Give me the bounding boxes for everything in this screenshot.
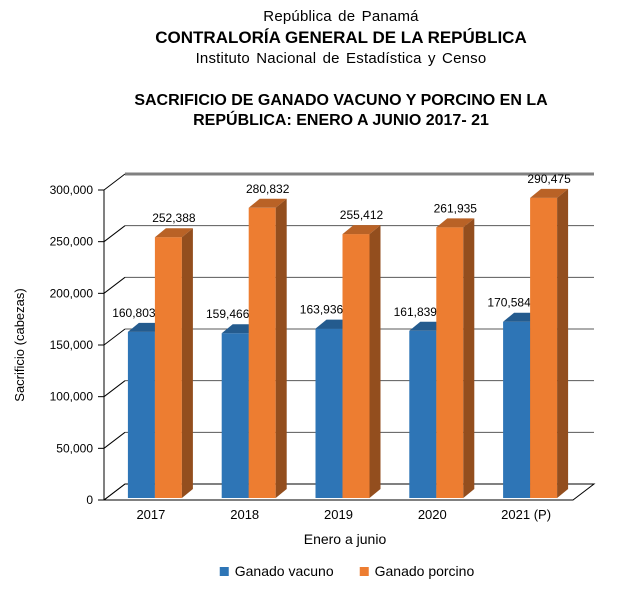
data-label-ganado-porcino-2019: 255,412 — [340, 208, 384, 222]
data-label-ganado-vacuno-2021P: 170,584 — [487, 296, 531, 310]
legend-swatch-ganado-porcino — [359, 566, 369, 576]
bar-side-ganado-porcino-2017 — [181, 228, 193, 498]
bar-side-ganado-porcino-2018 — [275, 198, 287, 498]
y-tick-label: 200,000 — [50, 286, 94, 300]
data-label-ganado-vacuno-2018: 159,466 — [206, 307, 250, 321]
data-label-ganado-vacuno-2017: 160,803 — [112, 306, 156, 320]
bar-chart-3d: 0 50,000 100,000 150,000 200,000 250,000 300,0… — [12, 172, 596, 547]
bar-top-ganado-porcino-2018 — [248, 198, 287, 208]
x-tick-label-2019: 2019 — [324, 507, 353, 522]
y-tick-label: 100,000 — [50, 390, 94, 404]
bar-ganado-porcino-2020 — [436, 227, 464, 498]
bar-ganado-vacuno-2019 — [315, 328, 343, 498]
bar-top-ganado-porcino-2019 — [342, 225, 381, 235]
x-tick-label-2018: 2018 — [230, 507, 259, 522]
bar-top-ganado-porcino-2017 — [154, 228, 193, 238]
header-country: República de Panamá — [263, 8, 419, 25]
y-axis-title: Sacrificio (cabezas) — [12, 288, 27, 401]
x-tick-label-2017: 2017 — [136, 507, 165, 522]
bar-side-ganado-porcino-2020 — [463, 218, 475, 498]
y-tick-depth-line — [103, 380, 126, 398]
bar-top-ganado-porcino-2020 — [436, 218, 475, 228]
legend-item-ganado-vacuno: Ganado vacuno — [219, 563, 334, 579]
bar-ganado-vacuno-2021P — [503, 321, 531, 498]
y-tick-depth-line — [103, 276, 126, 294]
bar-ganado-porcino-2017 — [154, 237, 182, 498]
y-tick-label: 50,000 — [56, 441, 93, 455]
y-tick-depth-line — [103, 173, 126, 191]
legend-label-ganado-porcino: Ganado porcino — [374, 563, 475, 579]
data-label-ganado-vacuno-2019: 163,936 — [300, 303, 344, 317]
y-tick-depth-line — [103, 225, 126, 243]
y-tick-label: 300,000 — [50, 183, 94, 197]
legend-swatch-ganado-vacuno — [219, 566, 229, 576]
chart-title: SACRIFICIO DE GANADO VACUNO Y PORCINO EN… — [134, 92, 548, 129]
y-tick-label: 150,000 — [50, 338, 94, 352]
header-department: Instituto Nacional de Estadística y Cens… — [195, 50, 487, 67]
data-label-ganado-porcino-2018: 280,832 — [246, 182, 290, 196]
bar-side-ganado-porcino-2021P — [557, 188, 569, 498]
y-tick-label: 0 — [86, 493, 93, 507]
document-header: República de Panamá CONTRALORÍA GENERAL … — [30, 6, 623, 131]
bar-ganado-porcino-2019 — [342, 234, 370, 498]
header-institution: CONTRALORÍA GENERAL DE LA REPÚBLICA — [155, 28, 527, 47]
bar-ganado-porcino-2018 — [248, 207, 276, 498]
bar-ganado-vacuno-2018 — [221, 333, 249, 498]
data-label-ganado-porcino-2020: 261,935 — [434, 201, 478, 215]
x-axis-title: Enero a junio — [304, 531, 387, 547]
bar-top-ganado-porcino-2021P — [530, 188, 569, 198]
bar-side-ganado-porcino-2019 — [369, 225, 381, 498]
legend-label-ganado-vacuno: Ganado vacuno — [234, 563, 334, 579]
y-tick-depth-line — [103, 431, 126, 449]
bar-ganado-vacuno-2017 — [127, 331, 155, 498]
y-tick-depth-line — [103, 483, 126, 501]
y-tick-depth-line — [103, 328, 126, 346]
x-tick-label-2021P: 2021 (P) — [501, 507, 551, 522]
legend-item-ganado-porcino: Ganado porcino — [359, 563, 475, 579]
bar-ganado-porcino-2021P — [530, 197, 558, 498]
bar-ganado-vacuno-2020 — [409, 330, 437, 498]
data-label-ganado-porcino-2021P: 290,475 — [527, 172, 571, 186]
data-label-ganado-porcino-2017: 252,388 — [152, 211, 196, 225]
data-label-ganado-vacuno-2020: 161,839 — [394, 305, 438, 319]
y-tick-label: 250,000 — [50, 235, 94, 249]
x-tick-label-2020: 2020 — [418, 507, 447, 522]
legend: Ganado vacuno Ganado porcino — [219, 563, 475, 579]
